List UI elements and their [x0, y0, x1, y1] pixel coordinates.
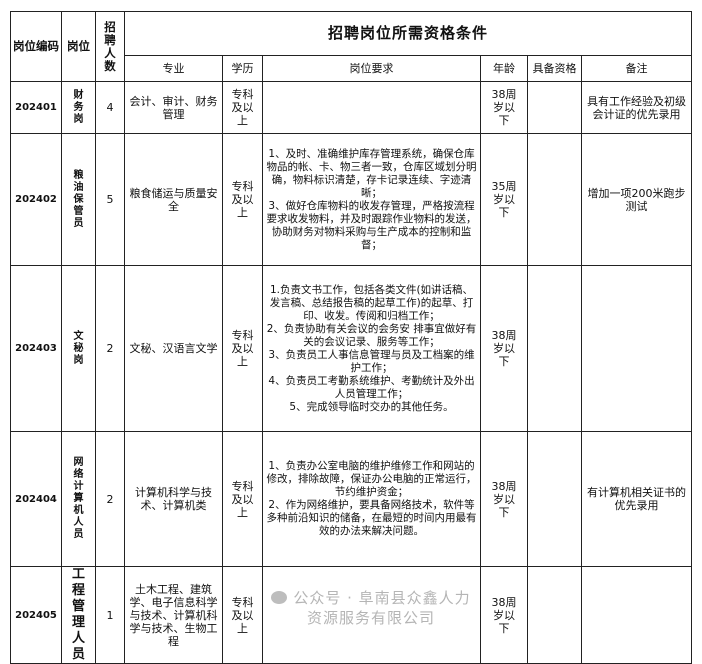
header-code: 岗位编码: [10, 11, 62, 82]
cell-position: 财务岗: [61, 81, 96, 134]
cell-note: [580, 265, 693, 432]
cell-qualification: [527, 265, 582, 432]
watermark-text: 公众号 · 阜南县众鑫人力资源服务有限公司: [293, 589, 471, 627]
header-requirements: 岗位要求: [262, 55, 481, 82]
cell-count: 5: [95, 133, 125, 266]
cell-major: 计算机科学与技术、计算机类: [124, 431, 223, 567]
cell-note: 具有工作经验及初级会计证的优先录用: [580, 81, 693, 134]
cell-major: 粮食储运与质量安全: [124, 133, 223, 266]
table-row: 202401 财务岗 4 会计、审计、财务管理 专科及以上 38周岁以下 具有工作经验及初级…: [10, 81, 693, 134]
cell-age: 35周岁以下: [480, 133, 528, 266]
cell-note: 增加一项200米跑步测试: [580, 133, 693, 266]
cell-requirements: [262, 566, 481, 664]
cell-major: 会计、审计、财务管理: [124, 81, 223, 134]
cell-code: 202402: [10, 133, 62, 266]
cell-code: 202404: [10, 431, 62, 567]
header-education: 学历: [222, 55, 263, 82]
cell-age: 38周岁以下: [480, 431, 528, 567]
header-age: 年龄: [480, 55, 528, 82]
cell-education: 专科及以上: [222, 81, 263, 134]
cell-education: 专科及以上: [222, 133, 263, 266]
cell-age: 38周岁以下: [480, 81, 528, 134]
cell-requirements: 1、负责办公室电脑的维护维修工作和网站的修改，排除故障，保证办公电脑的正常运行，…: [262, 431, 481, 567]
cell-position: 粮油保管员: [61, 133, 96, 266]
cell-qualification: [527, 133, 582, 266]
cell-requirements: [262, 81, 481, 134]
cell-major: 文秘、汉语言文学: [124, 265, 223, 432]
cell-requirements: 1、及时、准确维护库存管理系统，确保仓库物品的帐、卡、物三者一致，仓库区域划分明…: [262, 133, 481, 266]
cell-code: 202405: [10, 566, 62, 664]
cell-code: 202401: [10, 81, 62, 134]
cell-education: 专科及以上: [222, 566, 263, 664]
cell-qualification: [527, 431, 582, 567]
table-row: 202405 工程管理人员 1 土木工程、建筑学、电子信息科学与技术、计算机科学与技术…: [10, 566, 693, 664]
cell-qualification: [527, 566, 582, 664]
cell-position: 网络计算机人员: [61, 431, 96, 567]
cell-qualification: [527, 81, 582, 134]
table-row: 202403 文秘岗 2 文秘、汉语言文学 专科及以上 1.负责文书工作，包括各类文件(如…: [10, 265, 693, 432]
cell-education: 专科及以上: [222, 431, 263, 567]
recruitment-table: 岗位编码 岗位 招聘人数 招聘岗位所需资格条件 专业 学历 岗位要求 年龄 具备…: [10, 11, 693, 664]
cell-education: 专科及以上: [222, 265, 263, 432]
cell-count: 2: [95, 265, 125, 432]
cell-count: 1: [95, 566, 125, 664]
header-note: 备注: [580, 55, 693, 82]
watermark: 公众号 · 阜南县众鑫人力资源服务有限公司: [268, 588, 474, 628]
cell-requirements: 1.负责文书工作，包括各类文件(如讲话稿、发言稿、总结报告稿的起草工作)的起草、…: [262, 265, 481, 432]
table-row: 202404 网络计算机人员 2 计算机科学与技术、计算机类 专科及以上 1、负责办公室电…: [10, 431, 693, 567]
cell-age: 38周岁以下: [480, 566, 528, 664]
cell-count: 2: [95, 431, 125, 567]
table-title: 招聘岗位所需资格条件: [123, 11, 693, 56]
cell-note: 有计算机相关证书的优先录用: [580, 431, 693, 567]
header-position: 岗位: [61, 11, 96, 82]
header-major: 专业: [124, 55, 223, 82]
cell-count: 4: [95, 81, 125, 134]
cell-age: 38周岁以下: [480, 265, 528, 432]
header-count: 招聘人数: [95, 11, 125, 82]
wechat-icon: [271, 591, 288, 604]
header-qualification: 具备资格: [527, 55, 582, 82]
cell-position: 文秘岗: [61, 265, 96, 432]
cell-code: 202403: [10, 265, 62, 432]
table-row: 202402 粮油保管员 5 粮食储运与质量安全 专科及以上 1、及时、准确维护库存管理系…: [10, 133, 693, 266]
